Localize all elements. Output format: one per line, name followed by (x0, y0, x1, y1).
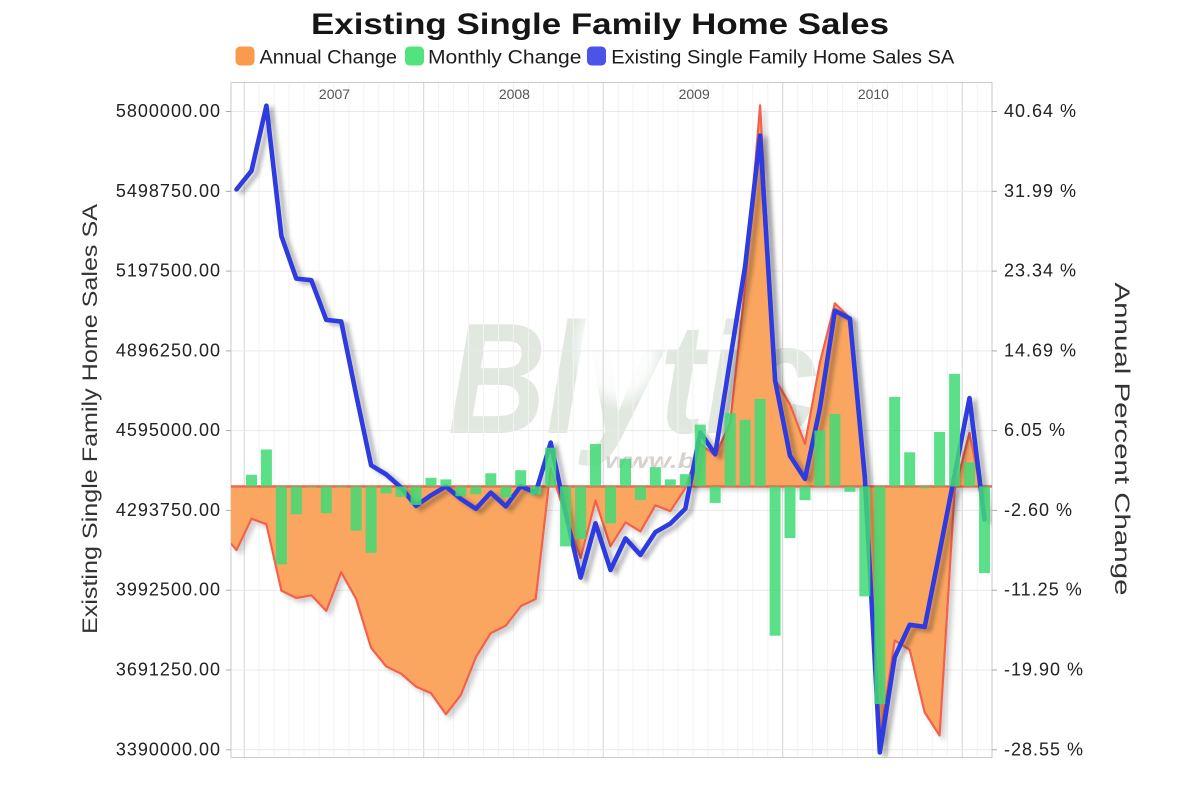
svg-text:-28.55 %: -28.55 % (1004, 739, 1084, 759)
svg-text:Annual Percent Change: Annual Percent Change (1110, 283, 1133, 596)
svg-text:Existing Single Family Home Sa: Existing Single Family Home Sales (311, 8, 889, 41)
svg-text:5800000.00: 5800000.00 (116, 101, 221, 121)
svg-text:23.34 %: 23.34 % (1004, 261, 1077, 281)
svg-text:2009: 2009 (679, 86, 710, 102)
svg-text:-19.90 %: -19.90 % (1004, 660, 1084, 680)
svg-text:14.69 %: 14.69 % (1004, 340, 1077, 360)
svg-text:3992500.00: 3992500.00 (116, 580, 221, 600)
svg-text:3390000.00: 3390000.00 (116, 739, 221, 759)
svg-text:5197500.00: 5197500.00 (116, 261, 221, 281)
svg-text:2010: 2010 (858, 86, 889, 102)
svg-text:Monthly Change: Monthly Change (428, 48, 582, 69)
svg-text:2008: 2008 (499, 86, 530, 102)
svg-text:Annual Change: Annual Change (260, 48, 398, 69)
svg-text:40.64 %: 40.64 % (1004, 101, 1077, 121)
svg-text:Existing Single Family Home Sa: Existing Single Family Home Sales SA (79, 204, 102, 634)
svg-text:4896250.00: 4896250.00 (116, 340, 221, 360)
svg-text:3691250.00: 3691250.00 (116, 660, 221, 680)
svg-text:6.05 %: 6.05 % (1004, 420, 1066, 440)
svg-text:2007: 2007 (319, 86, 350, 102)
svg-text:31.99 %: 31.99 % (1004, 181, 1077, 201)
svg-text:5498750.00: 5498750.00 (116, 181, 221, 201)
svg-text:-2.60 %: -2.60 % (1004, 500, 1073, 520)
svg-text:4293750.00: 4293750.00 (116, 500, 221, 520)
svg-text:4595000.00: 4595000.00 (116, 420, 221, 440)
svg-text:Existing Single Family Home Sa: Existing Single Family Home Sales SA (611, 48, 954, 69)
svg-text:-11.25 %: -11.25 % (1004, 580, 1083, 600)
